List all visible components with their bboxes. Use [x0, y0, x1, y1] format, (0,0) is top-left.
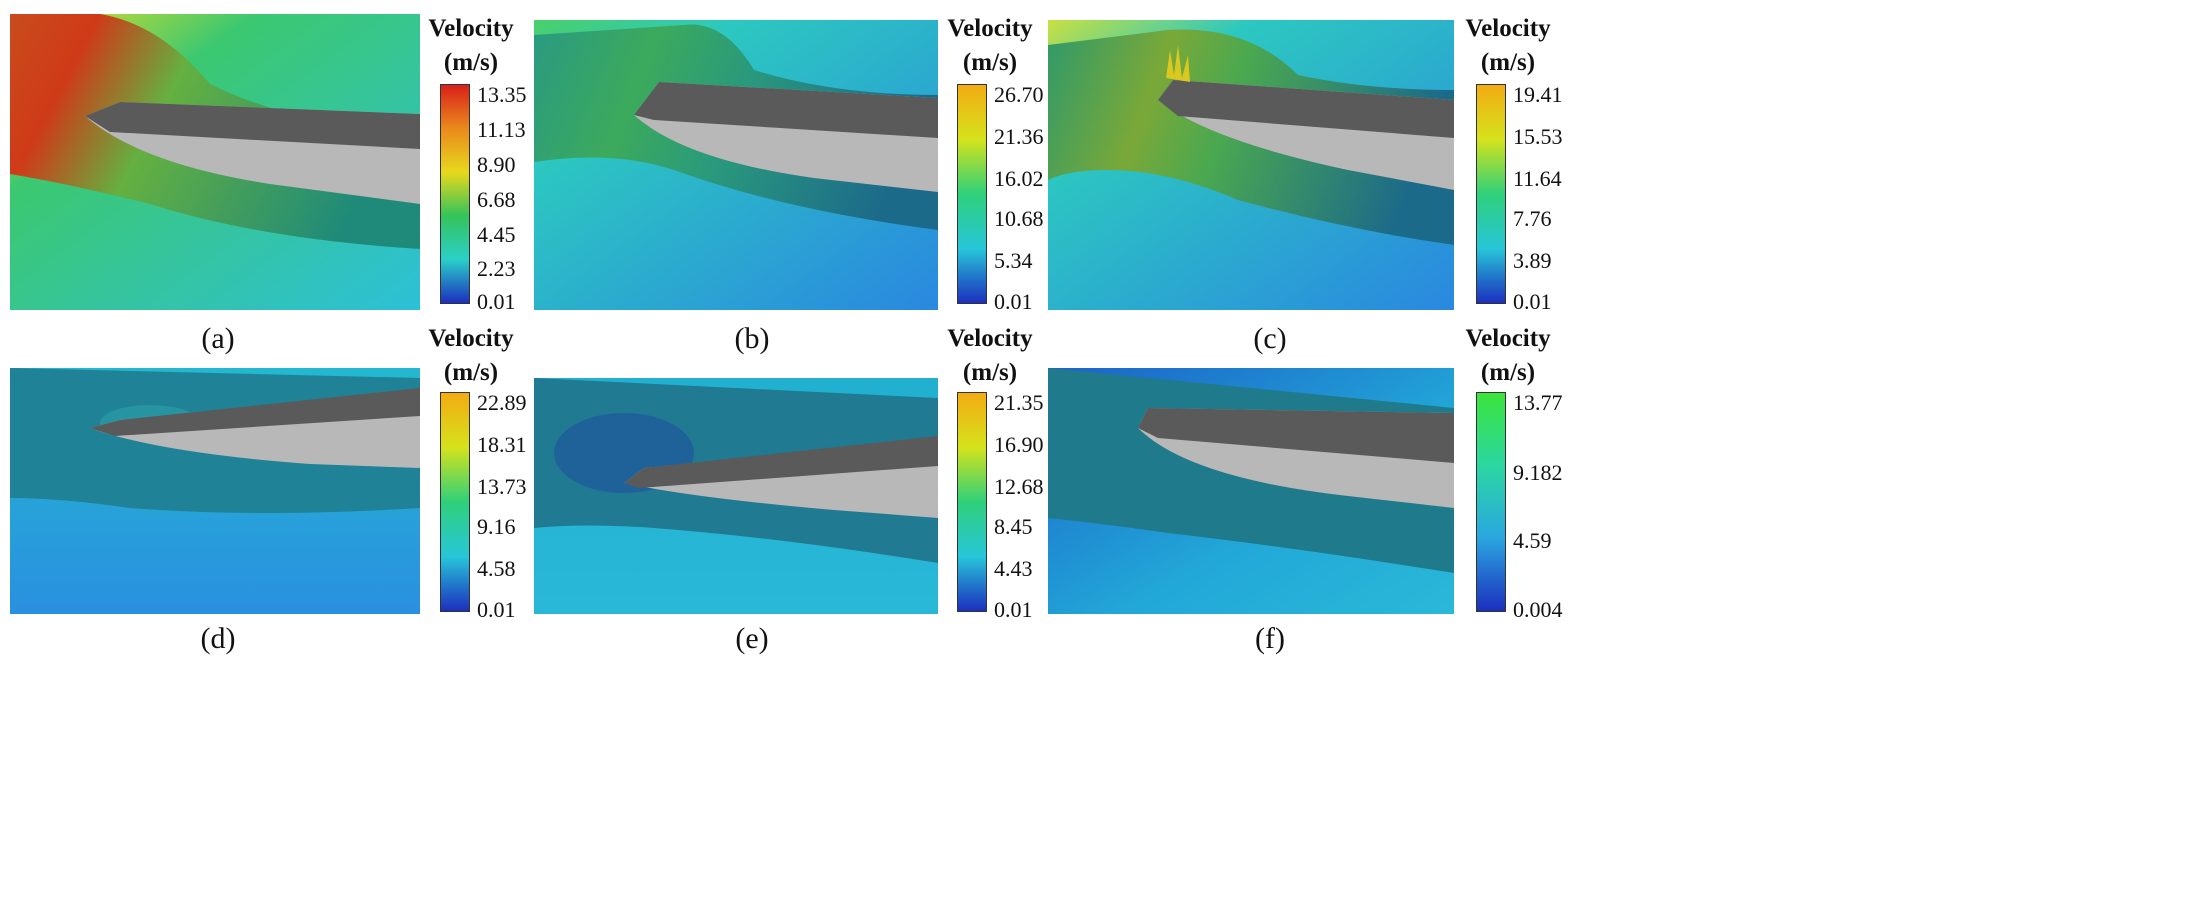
colorbar-tick: 26.70	[994, 82, 1044, 107]
legend-title: Velocity (m/s)	[1438, 12, 1578, 80]
colorbar-tick: 12.68	[994, 474, 1044, 499]
legend-title: Velocity (m/s)	[920, 12, 1060, 80]
legend-unit: (m/s)	[1480, 49, 1536, 76]
legend-title: Velocity (m/s)	[401, 12, 541, 80]
panel-caption: (d)	[200, 622, 236, 655]
colorbar-tick: 15.53	[1513, 124, 1563, 149]
legend-title: Velocity (m/s)	[920, 322, 1060, 390]
legend-title-text: Velocity	[1465, 15, 1551, 42]
colorbar-tick: 16.90	[994, 432, 1044, 457]
colorbar-tick: 8.90	[477, 152, 516, 177]
velocity-render-e	[534, 378, 938, 614]
colorbar-tick: 4.45	[477, 222, 516, 247]
panel-caption: (a)	[201, 322, 235, 355]
colorbar	[957, 84, 987, 304]
colorbar	[1476, 84, 1506, 304]
colorbar-tick: 21.36	[994, 124, 1044, 149]
colorbar	[440, 392, 470, 612]
colorbar-tick: 4.58	[477, 556, 516, 581]
colorbar	[957, 392, 987, 612]
legend-title: Velocity (m/s)	[1438, 322, 1578, 390]
colorbar-tick: 9.182	[1513, 460, 1563, 485]
legend-unit: (m/s)	[1480, 359, 1536, 386]
colorbar-tick: 10.68	[994, 206, 1044, 231]
colorbar-tick: 3.89	[1513, 248, 1552, 273]
colorbar-tick: 11.64	[1513, 166, 1562, 191]
colorbar-tick: 0.01	[1513, 289, 1552, 314]
colorbar-tick: 0.01	[994, 289, 1033, 314]
colorbar-tick: 5.34	[994, 248, 1033, 273]
colorbar-tick: 18.31	[477, 432, 527, 457]
colorbar-tick: 0.01	[477, 597, 516, 622]
velocity-render-b	[534, 20, 938, 310]
colorbar-tick: 16.02	[994, 166, 1044, 191]
legend-title-text: Velocity	[428, 15, 514, 42]
colorbar-tick: 21.35	[994, 390, 1044, 415]
colorbar-tick: 6.68	[477, 187, 516, 212]
colorbar-tick: 11.13	[477, 117, 526, 142]
legend-unit: (m/s)	[962, 359, 1018, 386]
colorbar	[1476, 392, 1506, 612]
colorbar-tick: 8.45	[994, 514, 1033, 539]
legend-title-text: Velocity	[947, 15, 1033, 42]
legend-title-text: Velocity	[428, 325, 514, 352]
colorbar-tick: 0.004	[1513, 597, 1563, 622]
colorbar-tick: 0.01	[994, 597, 1033, 622]
panel-caption: (b)	[734, 322, 770, 355]
colorbar-tick: 9.16	[477, 514, 516, 539]
legend-title: Velocity (m/s)	[401, 322, 541, 390]
colorbar-tick: 0.01	[477, 289, 516, 314]
panel-caption: (f)	[1255, 622, 1285, 655]
velocity-render-f	[1048, 368, 1454, 614]
legend-unit: (m/s)	[962, 49, 1018, 76]
panel-caption: (c)	[1253, 322, 1287, 355]
colorbar-tick: 4.43	[994, 556, 1033, 581]
colorbar-tick: 4.59	[1513, 528, 1552, 553]
colorbar-tick: 2.23	[477, 256, 516, 281]
legend-title-text: Velocity	[947, 325, 1033, 352]
colorbar-tick: 13.35	[477, 82, 527, 107]
legend-unit: (m/s)	[443, 359, 499, 386]
velocity-render-c	[1048, 20, 1454, 310]
panel-caption: (e)	[735, 622, 769, 655]
colorbar-tick: 13.77	[1513, 390, 1563, 415]
colorbar-tick: 22.89	[477, 390, 527, 415]
colorbar-tick: 7.76	[1513, 206, 1552, 231]
colorbar-tick: 19.41	[1513, 82, 1563, 107]
velocity-render-a	[10, 14, 420, 310]
colorbar-tick: 13.73	[477, 474, 527, 499]
legend-unit: (m/s)	[443, 49, 499, 76]
colorbar	[440, 84, 470, 304]
velocity-render-d	[10, 368, 420, 614]
legend-title-text: Velocity	[1465, 325, 1551, 352]
